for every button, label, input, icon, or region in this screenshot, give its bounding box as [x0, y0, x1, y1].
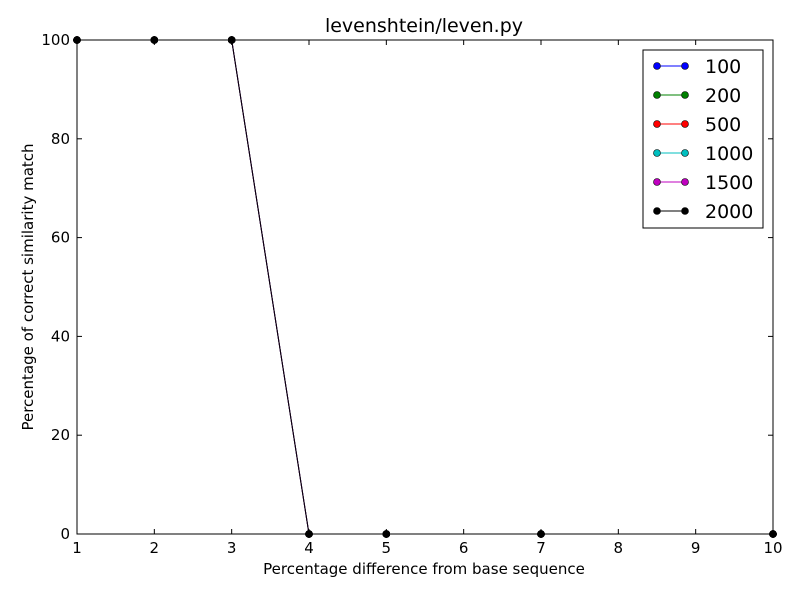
legend-marker-left-100 — [653, 62, 661, 70]
x-tick-label-3: 3 — [227, 539, 237, 557]
legend-marker-left-1000 — [653, 149, 661, 157]
x-tick-label-10: 10 — [763, 539, 782, 557]
legend-marker-left-1500 — [653, 178, 661, 186]
chart-title: levenshtein/leven.py — [325, 15, 523, 37]
y-tick-label-100: 100 — [41, 31, 70, 49]
y-tick-label-60: 60 — [51, 229, 70, 247]
x-tick-label-7: 7 — [536, 539, 546, 557]
legend-marker-left-500 — [653, 120, 661, 128]
legend-label-1500: 1500 — [705, 172, 753, 194]
x-axis-label: Percentage difference from base sequence — [263, 560, 585, 578]
y-tick-label-0: 0 — [60, 525, 70, 543]
legend-label-2000: 2000 — [705, 201, 753, 223]
legend-marker-right-2000 — [681, 207, 689, 215]
x-tick-label-1: 1 — [72, 539, 82, 557]
legend-marker-right-1000 — [681, 149, 689, 157]
x-tick-label-5: 5 — [382, 539, 392, 557]
x-tick-label-9: 9 — [691, 539, 701, 557]
plot-frame — [76, 39, 774, 535]
legend: 100 200 500 1000 1500 2000 — [642, 49, 764, 229]
legend-marker-right-100 — [681, 62, 689, 70]
legend-label-1000: 1000 — [705, 143, 753, 165]
legend-marker-left-2000 — [653, 207, 661, 215]
x-tick-label-8: 8 — [614, 539, 624, 557]
legend-marker-left-200 — [653, 91, 661, 99]
legend-label-500: 500 — [705, 114, 741, 136]
y-tick-label-80: 80 — [51, 130, 70, 148]
legend-label-100: 100 — [705, 56, 741, 78]
x-tick-label-6: 6 — [459, 539, 469, 557]
legend-marker-right-500 — [681, 120, 689, 128]
legend-box — [642, 49, 764, 229]
x-tick-label-2: 2 — [150, 539, 160, 557]
legend-label-200: 200 — [705, 85, 741, 107]
x-tick-label-4: 4 — [304, 539, 314, 557]
y-axis-label: Percentage of correct similarity match — [19, 143, 37, 430]
y-tick-label-20: 20 — [51, 426, 70, 444]
y-tick-label-40: 40 — [51, 327, 70, 345]
legend-marker-right-1500 — [681, 178, 689, 186]
legend-marker-right-200 — [681, 91, 689, 99]
